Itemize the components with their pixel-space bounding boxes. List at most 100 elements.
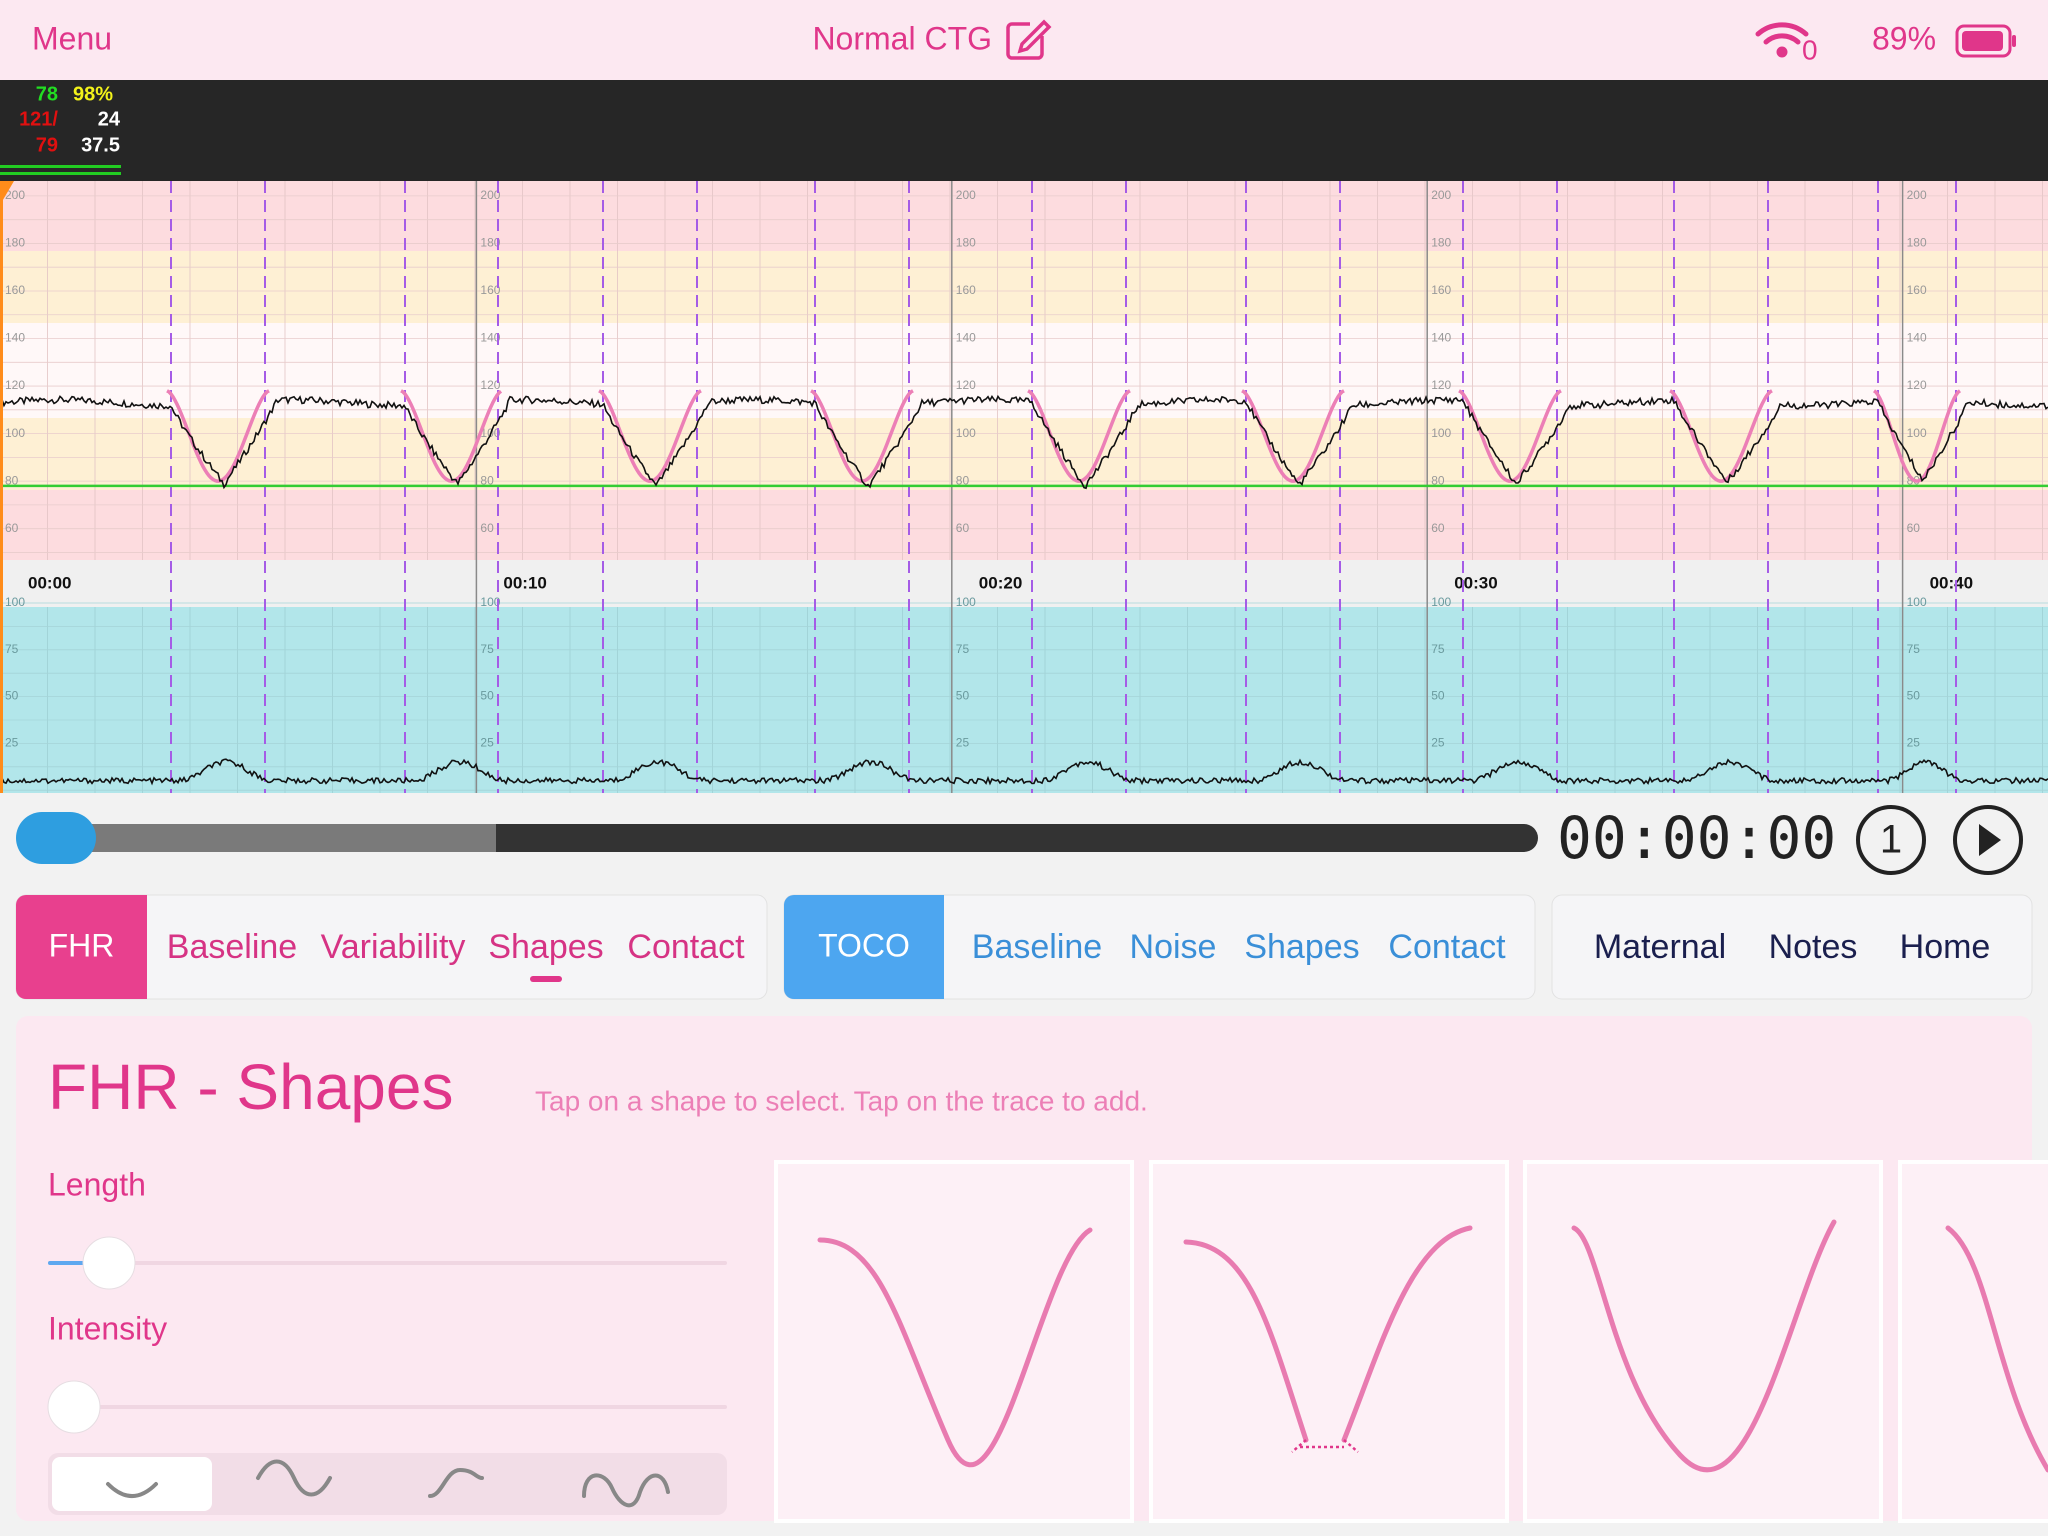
time-label: 00:00 <box>28 573 71 592</box>
fhr-scale-label: 200 <box>1907 188 1927 202</box>
time-label: 00:20 <box>979 573 1022 592</box>
toco-scale-label: 25 <box>480 735 494 749</box>
fhr-trace <box>0 394 2048 490</box>
shape-type-control <box>48 1453 727 1515</box>
tab-item[interactable]: Shapes <box>1244 928 1359 966</box>
shape-type-s[interactable] <box>428 1467 484 1498</box>
intensity-label: Intensity <box>48 1310 167 1346</box>
fhr-zone <box>0 323 2048 418</box>
playhead-marker <box>0 181 14 205</box>
shape-type-double[interactable] <box>582 1473 670 1508</box>
fhr-scale-label: 180 <box>956 236 976 250</box>
toco-area <box>0 607 2048 793</box>
fitted-shape <box>1669 389 1773 483</box>
play-icon <box>1979 824 2001 856</box>
wifi-label: 0 <box>1802 34 1818 65</box>
battery-level: 89% <box>1872 20 1936 56</box>
panel-hint: Tap on a shape to select. Tap on the tra… <box>535 1085 1148 1116</box>
edit-icon[interactable] <box>1006 19 1052 60</box>
speed-label: 1 <box>1880 818 1902 862</box>
intensity-knob[interactable] <box>47 1380 101 1434</box>
toco-scale-label: 100 <box>5 595 25 609</box>
tab-item[interactable]: Baseline <box>972 928 1102 966</box>
fhr-scale-label: 80 <box>956 473 970 487</box>
toco-scale-label: 50 <box>480 689 494 703</box>
fhr-scale-label: 60 <box>1907 521 1921 535</box>
wifi-icon <box>1755 22 1809 58</box>
tab-selected[interactable] <box>16 895 147 999</box>
vitals-line <box>0 172 121 175</box>
fhr-scale-label: 180 <box>1431 236 1451 250</box>
fhr-scale-label: 120 <box>1907 378 1927 392</box>
tab-label: FHR <box>49 927 115 963</box>
menu-button[interactable]: Menu <box>32 20 112 56</box>
tab-selected[interactable] <box>784 895 944 999</box>
tab-item[interactable]: Noise <box>1130 928 1217 966</box>
play-button[interactable] <box>1953 805 2023 875</box>
tab-label: TOCO <box>818 927 910 963</box>
shape-type-wave[interactable] <box>256 1459 332 1497</box>
spo2: 98% <box>73 83 113 105</box>
panel-title: FHR - Shapes <box>48 1051 453 1123</box>
fhr-zone <box>0 251 2048 323</box>
toco-scale-label: 75 <box>1431 642 1445 656</box>
fhr-scale-label: 100 <box>1431 426 1451 440</box>
vitals-line <box>0 165 121 168</box>
toco-scale-label: 75 <box>956 642 970 656</box>
fhr-scale-label: 200 <box>1431 188 1451 202</box>
intensity-track[interactable] <box>48 1405 727 1409</box>
fhr-zone <box>0 181 2048 251</box>
shape-card[interactable] <box>1149 1160 1509 1523</box>
tab-group <box>1551 894 2033 1000</box>
tab-item[interactable]: Variability <box>321 928 466 966</box>
shape-type-selected[interactable] <box>52 1457 212 1511</box>
progress-knob[interactable] <box>16 812 96 864</box>
fitted-shape <box>1027 389 1131 483</box>
tab-underline <box>530 976 562 982</box>
tab-item[interactable]: Shapes <box>488 928 603 966</box>
tab-item[interactable]: Home <box>1900 928 1991 966</box>
tab-item[interactable]: Contact <box>627 928 745 966</box>
time-label: 00:30 <box>1454 573 1497 592</box>
toco-scale-label: 75 <box>1907 642 1921 656</box>
speed-button[interactable] <box>1856 805 1926 875</box>
shape-cards <box>774 1160 2048 1523</box>
toco-scale-label: 100 <box>1431 595 1451 609</box>
tab-item[interactable]: Notes <box>1769 928 1858 966</box>
fitted-shape <box>1458 389 1562 483</box>
shape-card[interactable] <box>1523 1160 1883 1523</box>
fhr-scale-label: 140 <box>5 331 25 345</box>
shape-preview <box>817 1227 1093 1467</box>
fhr-scale-label: 160 <box>480 283 500 297</box>
toco-scale-label: 100 <box>480 595 500 609</box>
toco-scale-label: 50 <box>1431 689 1445 703</box>
ctg-chart[interactable]: 200 180 160 140 120 100 80 60 100 75 50 25 00:00 200 1… <box>0 181 2048 793</box>
shape-preview <box>1183 1225 1473 1443</box>
fhr-scale-label: 60 <box>1431 521 1445 535</box>
time-strip <box>0 560 2048 607</box>
fhr-scale-label: 120 <box>5 378 25 392</box>
fhr-scale-label: 160 <box>956 283 976 297</box>
fhr-scale-label: 120 <box>956 378 976 392</box>
battery-icon <box>1955 24 2016 58</box>
fhr-scale-label: 160 <box>1431 283 1451 297</box>
toco-scale-label: 50 <box>1907 689 1921 703</box>
toco-scale-label: 100 <box>956 595 976 609</box>
fhr-scale-label: 160 <box>1907 283 1927 297</box>
tab-item[interactable]: Contact <box>1388 928 1506 966</box>
tab-item[interactable]: Maternal <box>1594 928 1726 966</box>
fhr-scale-label: 200 <box>480 188 500 202</box>
length-knob[interactable] <box>82 1236 136 1290</box>
shape-card[interactable] <box>774 1160 1134 1523</box>
fhr-scale-label: 80 <box>5 473 19 487</box>
shape-card[interactable] <box>1898 1160 2048 1523</box>
fhr-scale-label: 140 <box>1907 331 1927 345</box>
shape-preview <box>1571 1219 1837 1473</box>
fhr-scale-label: 180 <box>5 236 25 250</box>
length-track[interactable] <box>48 1261 727 1265</box>
tab-item[interactable]: Baseline <box>167 928 297 966</box>
toco-scale-label: 25 <box>956 735 970 749</box>
toco-scale-label: 50 <box>956 689 970 703</box>
time-label: 00:10 <box>503 573 546 592</box>
shape-type-u[interactable] <box>106 1482 158 1498</box>
